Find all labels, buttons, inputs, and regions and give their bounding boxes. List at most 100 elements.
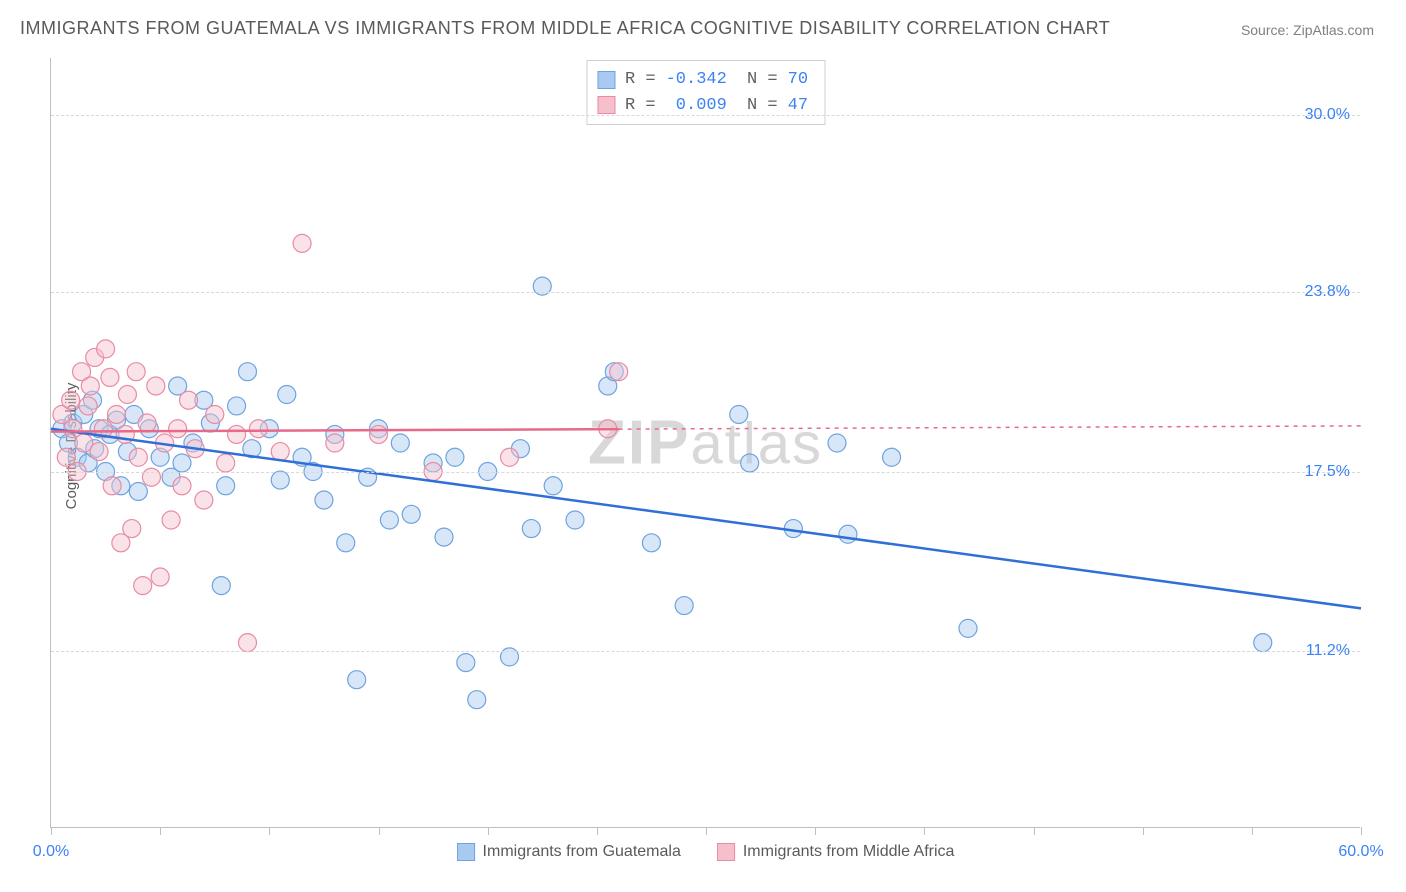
scatter-point xyxy=(522,520,540,538)
x-tick xyxy=(924,827,925,835)
scatter-point xyxy=(129,448,147,466)
scatter-point xyxy=(81,377,99,395)
x-tick xyxy=(1034,827,1035,835)
scatter-point xyxy=(741,454,759,472)
scatter-point xyxy=(391,434,409,452)
legend-label-1: Immigrants from Middle Africa xyxy=(743,843,955,861)
legend-item-0: Immigrants from Guatemala xyxy=(457,843,681,861)
x-tick xyxy=(379,827,380,835)
scatter-point xyxy=(79,397,97,415)
scatter-point xyxy=(134,577,152,595)
scatter-point xyxy=(566,511,584,529)
gridline-h xyxy=(51,292,1360,293)
scatter-point xyxy=(151,568,169,586)
scatter-point xyxy=(239,363,257,381)
scatter-point xyxy=(675,597,693,615)
scatter-point xyxy=(173,477,191,495)
regression-line-dashed xyxy=(619,426,1361,429)
legend-swatch-0 xyxy=(457,843,475,861)
x-tick-label: 0.0% xyxy=(33,843,69,861)
scatter-point xyxy=(123,520,141,538)
chart-container: IMMIGRANTS FROM GUATEMALA VS IMMIGRANTS … xyxy=(0,0,1406,892)
bottom-legend: Immigrants from Guatemala Immigrants fro… xyxy=(457,843,955,861)
chart-title: IMMIGRANTS FROM GUATEMALA VS IMMIGRANTS … xyxy=(20,18,1110,39)
scatter-point xyxy=(129,482,147,500)
scatter-point xyxy=(249,420,267,438)
stats-n-0: 70 xyxy=(788,67,808,93)
scatter-point xyxy=(642,534,660,552)
scatter-point xyxy=(212,577,230,595)
x-tick xyxy=(597,827,598,835)
scatter-point xyxy=(271,443,289,461)
x-tick xyxy=(269,827,270,835)
x-tick xyxy=(1361,827,1362,835)
scatter-point xyxy=(380,511,398,529)
scatter-point xyxy=(162,511,180,529)
scatter-point xyxy=(90,443,108,461)
scatter-point xyxy=(228,425,246,443)
regression-line xyxy=(51,429,619,431)
scatter-point xyxy=(217,477,235,495)
scatter-point xyxy=(103,477,121,495)
scatter-point xyxy=(610,363,628,381)
scatter-point xyxy=(457,654,475,672)
scatter-point xyxy=(1254,634,1272,652)
scatter-point xyxy=(195,491,213,509)
plot-area: ZIPatlas R = -0.342 N = 70 R = 0.009 N =… xyxy=(50,58,1360,828)
x-tick xyxy=(488,827,489,835)
scatter-point xyxy=(468,691,486,709)
stats-row-0: R = -0.342 N = 70 xyxy=(597,67,808,93)
stats-swatch-1 xyxy=(597,96,615,114)
scatter-point xyxy=(169,420,187,438)
scatter-point xyxy=(326,434,344,452)
scatter-point xyxy=(828,434,846,452)
scatter-point xyxy=(147,377,165,395)
legend-label-0: Immigrants from Guatemala xyxy=(483,843,681,861)
x-tick xyxy=(51,827,52,835)
scatter-point xyxy=(101,368,119,386)
x-tick xyxy=(815,827,816,835)
gridline-h xyxy=(51,472,1360,473)
x-tick-label: 60.0% xyxy=(1338,843,1383,861)
scatter-point xyxy=(271,471,289,489)
scatter-point xyxy=(217,454,235,472)
scatter-point xyxy=(228,397,246,415)
scatter-point xyxy=(127,363,145,381)
x-tick xyxy=(160,827,161,835)
scatter-point xyxy=(108,405,126,423)
scatter-point xyxy=(501,448,519,466)
scatter-point xyxy=(206,405,224,423)
scatter-point xyxy=(337,534,355,552)
scatter-point xyxy=(97,340,115,358)
x-tick xyxy=(1252,827,1253,835)
x-tick xyxy=(1143,827,1144,835)
gridline-h xyxy=(51,651,1360,652)
y-tick-label: 11.2% xyxy=(1306,642,1350,660)
scatter-point xyxy=(544,477,562,495)
scatter-point xyxy=(883,448,901,466)
scatter-point xyxy=(730,405,748,423)
scatter-point xyxy=(959,619,977,637)
scatter-point xyxy=(239,634,257,652)
scatter-point xyxy=(348,671,366,689)
y-tick-label: 23.8% xyxy=(1305,283,1350,301)
stats-n-label: N = xyxy=(737,67,778,93)
source-label: Source: ZipAtlas.com xyxy=(1241,22,1374,38)
legend-swatch-1 xyxy=(717,843,735,861)
scatter-point xyxy=(315,491,333,509)
scatter-point xyxy=(435,528,453,546)
gridline-h xyxy=(51,115,1360,116)
scatter-point xyxy=(173,454,191,472)
scatter-point xyxy=(446,448,464,466)
scatter-point xyxy=(839,525,857,543)
stats-swatch-0 xyxy=(597,71,615,89)
y-tick-label: 17.5% xyxy=(1305,463,1350,481)
scatter-point xyxy=(118,386,136,404)
scatter-point xyxy=(370,425,388,443)
scatter-point xyxy=(278,386,296,404)
chart-svg xyxy=(51,58,1360,827)
legend-item-1: Immigrants from Middle Africa xyxy=(717,843,955,861)
scatter-point xyxy=(180,391,198,409)
y-tick-label: 30.0% xyxy=(1305,106,1350,124)
x-tick xyxy=(706,827,707,835)
